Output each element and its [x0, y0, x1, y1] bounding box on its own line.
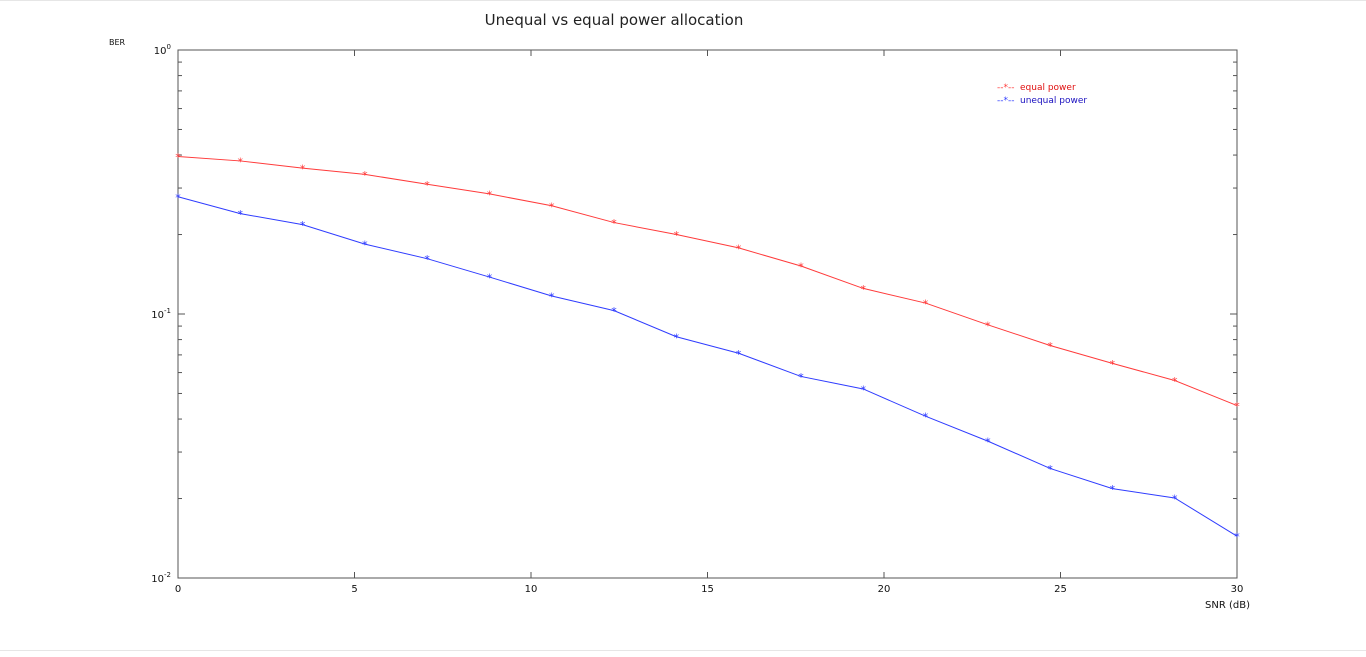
data-point: * [736, 348, 742, 361]
legend-label: unequal power [1020, 96, 1087, 106]
y-tick-label: 100 [154, 43, 171, 57]
y-tick-label: 10-2 [151, 571, 171, 585]
x-tick-label: 25 [1054, 584, 1067, 595]
tick-labels: 0 5 10 15 20 25 30 100 10-1 10-2 [151, 43, 1243, 595]
data-point: * [238, 208, 244, 221]
legend: --*-- equal power --*-- unequal power [997, 83, 1087, 106]
data-point: * [300, 219, 306, 232]
legend-item: --*-- unequal power [997, 96, 1087, 106]
x-axis-label: SNR (dB) [1205, 600, 1250, 611]
data-point: * [1047, 340, 1053, 353]
plot-frame [177, 49, 1238, 579]
series-unequal-power: * * * * * * * * * * * * * * * * * * [175, 191, 1240, 543]
data-point: * [362, 239, 368, 252]
data-point: * [487, 272, 493, 285]
data-point: * [1110, 358, 1116, 371]
axis-ticks [177, 49, 1238, 579]
x-tick-label: 0 [175, 584, 181, 595]
data-point: * [1234, 400, 1240, 413]
x-tick-label: 15 [701, 584, 714, 595]
data-point: * [674, 331, 680, 344]
data-point: * [300, 163, 306, 176]
data-point: * [1172, 492, 1178, 505]
data-point: * [985, 319, 991, 332]
data-point: * [424, 253, 430, 266]
chart-title: Unequal vs equal power allocation [485, 11, 744, 29]
legend-marker: --*-- [997, 83, 1015, 93]
series-line [177, 155, 1238, 407]
legend-item: --*-- equal power [997, 83, 1076, 93]
data-point: * [860, 383, 866, 396]
data-point: * [611, 217, 617, 230]
data-point: * [549, 200, 555, 213]
data-point: * [362, 169, 368, 182]
data-point: * [1047, 463, 1053, 476]
x-tick-label: 5 [351, 584, 357, 595]
data-point: * [674, 229, 680, 242]
data-point: * [1172, 375, 1178, 388]
data-point: * [985, 436, 991, 449]
data-point: * [549, 290, 555, 303]
data-point: * [798, 260, 804, 273]
x-tick-label: 20 [878, 584, 891, 595]
data-point: * [238, 155, 244, 168]
data-point: * [175, 191, 181, 204]
data-point: * [424, 179, 430, 192]
y-axis-label: BER [109, 38, 126, 47]
series-line [177, 196, 1238, 537]
series-layer: * * * * * * * * * * * * * * * * * * * * * * * * * * * * * * * * * * * * [175, 151, 1240, 544]
data-point: * [923, 411, 929, 424]
x-tick-label: 10 [525, 584, 538, 595]
data-point: * [611, 305, 617, 318]
x-tick-label: 30 [1231, 584, 1244, 595]
data-point: * [487, 188, 493, 201]
data-point: * [923, 298, 929, 311]
data-point: * [1234, 531, 1240, 544]
data-point: * [798, 371, 804, 384]
legend-marker: --*-- [997, 96, 1015, 106]
data-point: * [1110, 483, 1116, 496]
series-equal-power: * * * * * * * * * * * * * * * * * * [175, 151, 1240, 413]
data-point: * [736, 242, 742, 255]
y-tick-label: 10-1 [151, 307, 171, 321]
data-point: * [175, 151, 181, 164]
legend-label: equal power [1020, 83, 1076, 93]
data-point: * [860, 283, 866, 296]
